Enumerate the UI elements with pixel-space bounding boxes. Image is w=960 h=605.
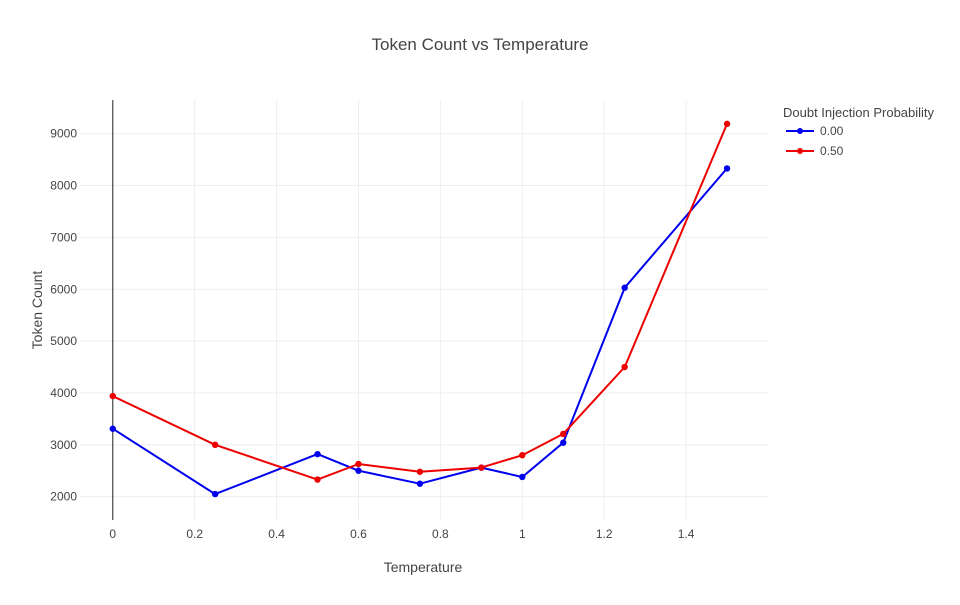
y-tick-label: 5000 (50, 334, 77, 348)
x-tick-label: 1 (519, 527, 526, 541)
data-point (621, 284, 628, 291)
series-line (112, 123, 728, 481)
legend-title: Doubt Injection Probability (783, 105, 935, 120)
y-tick-label: 2000 (50, 490, 77, 504)
data-point (723, 120, 731, 128)
data-point (355, 460, 362, 468)
legend-item-0.00[interactable]: 0.00 (786, 124, 844, 138)
x-tick-label: 1.4 (678, 527, 695, 541)
grid-lines (80, 100, 768, 520)
series-layer (109, 120, 731, 498)
x-tick-label: 0.4 (268, 527, 285, 541)
data-point (314, 476, 321, 483)
y-axis-label: Token Count (29, 271, 45, 350)
data-point (109, 425, 116, 432)
legend-swatch-marker (797, 128, 803, 134)
y-tick-label: 9000 (50, 127, 77, 141)
chart-title: Token Count vs Temperature (371, 35, 588, 54)
data-point (560, 430, 567, 438)
x-tick-label: 0 (109, 527, 116, 541)
series-0.00 (109, 165, 731, 498)
y-tick-label: 4000 (50, 386, 77, 400)
data-point (211, 441, 219, 449)
data-point (560, 439, 567, 446)
data-point (478, 464, 485, 471)
tick-labels: 0 0.2 0.4 0.6 0.8 1 1.2 1.4 2000 3000 4000 5000 6000… (50, 127, 694, 541)
series-line (112, 167, 728, 496)
series-0.50 (109, 120, 731, 483)
data-point (109, 392, 116, 400)
data-point (355, 467, 362, 474)
data-point (519, 451, 526, 459)
data-point (621, 363, 628, 371)
legend: Doubt Injection Probability 0.00 0.50 (783, 105, 935, 158)
x-tick-label: 0.2 (186, 527, 203, 541)
y-tick-label: 6000 (50, 282, 77, 296)
data-point (416, 468, 424, 475)
data-point (416, 480, 424, 487)
x-tick-label: 0.6 (350, 527, 367, 541)
data-point (314, 450, 321, 458)
x-tick-label: 0.8 (432, 527, 449, 541)
legend-item-0.50[interactable]: 0.50 (786, 144, 844, 158)
legend-swatch-marker (797, 148, 803, 154)
data-point (519, 473, 526, 481)
x-axis-label: Temperature (384, 559, 463, 575)
y-tick-label: 3000 (50, 438, 77, 452)
y-tick-label: 8000 (50, 179, 77, 193)
data-point (723, 165, 731, 172)
x-tick-label: 1.2 (596, 527, 613, 541)
data-point (211, 490, 219, 498)
legend-label: 0.50 (820, 144, 844, 158)
legend-label: 0.00 (820, 124, 844, 138)
y-tick-label: 7000 (50, 230, 77, 244)
